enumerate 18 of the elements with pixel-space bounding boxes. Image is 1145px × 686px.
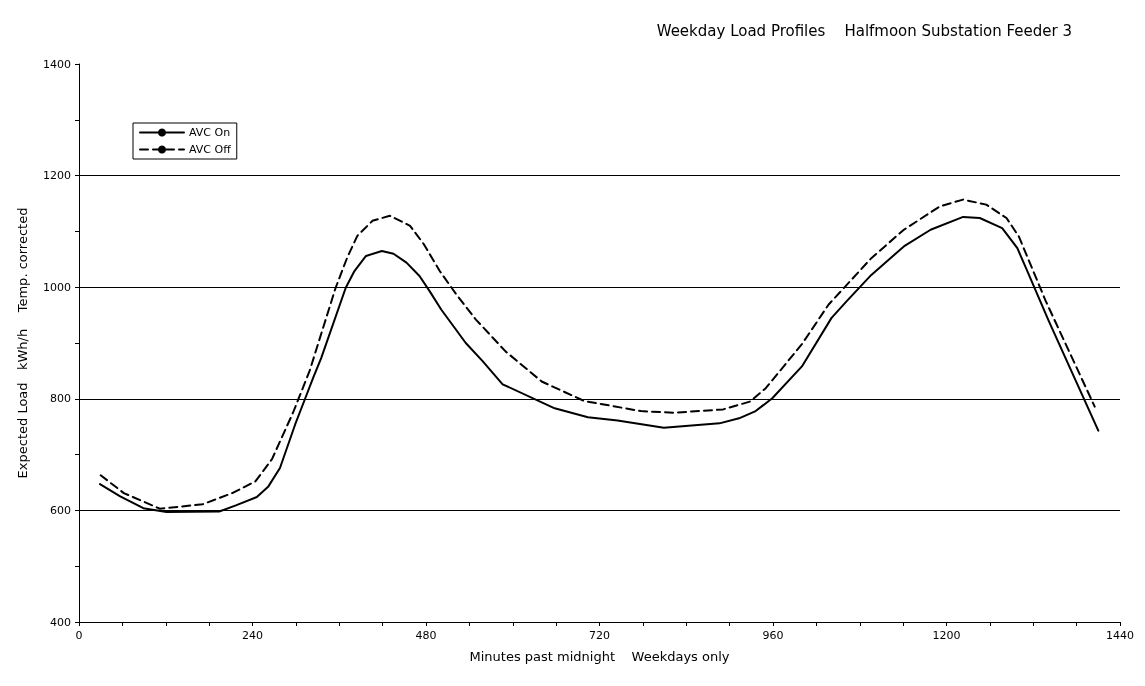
x-tick-label: 240 [242,629,263,642]
x-tick-label: 960 [762,629,784,642]
x-axis-title: Minutes past midnight Weekdays only [469,649,730,664]
chart-title: Weekday Load Profiles Halfmoon Substation Feeder 3 [656,21,1072,40]
legend-label: AVC On [189,126,231,139]
y-tick-label: 1400 [43,57,71,71]
y-tick-label: 1000 [43,280,71,294]
legend-label: AVC Off [189,143,232,156]
y-tick-label: 400 [50,615,71,629]
y-tick-label: 600 [50,503,71,517]
x-tick-label: 720 [589,629,610,642]
y-axis-title: Expected Load kWh/h Temp. corrected [15,207,30,479]
x-tick-label: 0 [75,629,83,642]
y-tick-label: 800 [50,392,71,406]
x-tick-label: 480 [415,629,437,642]
y-tick-label: 1200 [43,169,71,183]
x-tick-label: 1200 [932,629,961,642]
x-tick-label: 1440 [1106,629,1134,642]
